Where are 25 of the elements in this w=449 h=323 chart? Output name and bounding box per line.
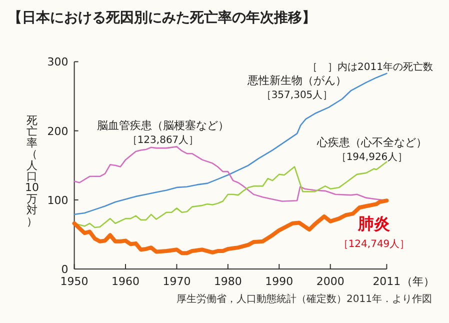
y-tick-label: 100 xyxy=(47,194,68,207)
x-axis-title: （年） xyxy=(402,275,434,288)
series-label: 悪性新生物（がん） xyxy=(246,74,346,87)
annotation: ［194,926人］ xyxy=(336,152,408,163)
y-tick-label: 300 xyxy=(47,56,68,69)
x-tick-label: 1980 xyxy=(214,275,242,288)
x-tick-label: 1950 xyxy=(60,275,88,288)
annotation: ［123,867人］ xyxy=(127,135,199,146)
x-tick-label: 1970 xyxy=(162,275,191,288)
y-tick-label: 200 xyxy=(47,124,68,138)
line-series xyxy=(72,198,389,256)
text: 死亡率（人口10万対） xyxy=(25,114,39,228)
annotation: ［357,305人］ xyxy=(261,90,333,101)
text: 厚生労働省，人口動態統計（確定数）2011年．より作図 xyxy=(176,293,432,305)
y-tick-label: 0 xyxy=(61,263,68,276)
x-tick-label: 2000 xyxy=(316,275,344,288)
annotation: ［ ］内は2011年の死亡数 xyxy=(308,61,433,73)
series-label: 肺炎 xyxy=(357,214,390,233)
x-tick-label: 2011 xyxy=(372,275,401,288)
x-tick-label: 1990 xyxy=(265,275,294,288)
text: 心疾患（心不全など） xyxy=(316,136,427,149)
text: 脳血管疾患（脳梗塞など） xyxy=(97,119,229,132)
x-tick-label: 1960 xyxy=(112,275,140,288)
chart-title: 【日本における死因別にみた死亡率の年次推移】 xyxy=(8,9,316,26)
annotation: ［124,749人］ xyxy=(338,239,410,250)
